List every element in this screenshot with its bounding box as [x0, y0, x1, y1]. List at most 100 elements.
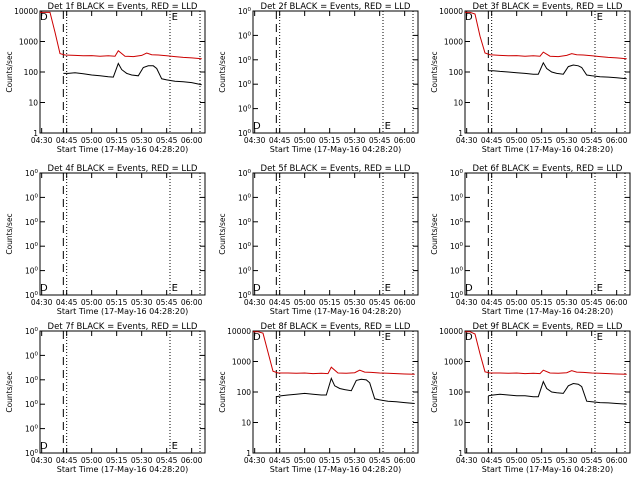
- segment-label-d: D: [40, 283, 48, 294]
- x-axis-label: Start Time (17-May-16 04:28:20): [270, 307, 401, 316]
- segment-label-e: E: [597, 283, 603, 294]
- y-tick-label: 100: [25, 267, 39, 276]
- y-tick-label: 100: [237, 388, 252, 397]
- x-tick-label: 05:30: [344, 456, 366, 465]
- y-tick-label: 100: [450, 242, 464, 251]
- y-tick-label: 100: [25, 291, 39, 300]
- x-axis-label: Start Time (17-May-16 04:28:20): [482, 307, 613, 316]
- x-tick-label: 05:30: [131, 136, 153, 145]
- x-tick-label: 06:00: [181, 298, 203, 307]
- x-tick-label: 05:00: [294, 298, 316, 307]
- x-axis-label: Start Time (17-May-16 04:28:20): [270, 465, 401, 474]
- x-tick-label: 05:00: [294, 456, 316, 465]
- x-tick-label: 05:45: [369, 456, 391, 465]
- x-tick-label: 05:45: [581, 456, 603, 465]
- y-tick-label: 10000: [227, 327, 251, 336]
- y-tick-label: 10: [241, 419, 251, 428]
- x-tick-label: 05:30: [556, 298, 578, 307]
- x-axis-label: Start Time (17-May-16 04:28:20): [57, 465, 188, 474]
- x-tick-label: 05:45: [156, 298, 178, 307]
- x-tick-label: 05:15: [319, 298, 341, 307]
- x-tick-label: 05:00: [506, 298, 528, 307]
- x-tick-label: 05:00: [294, 136, 316, 145]
- panel-det-1: Det 1f BLACK = Events, RED = LLD 1 10 100 10…: [5, 2, 206, 154]
- x-tick-label: 04:45: [269, 298, 291, 307]
- plot-frame: [252, 172, 419, 296]
- x-tick-label: 05:30: [131, 298, 153, 307]
- y-tick-label: 100: [238, 169, 252, 178]
- y-tick-label: 100: [25, 169, 39, 178]
- y-tick-label: 100: [238, 193, 252, 202]
- y-tick-label: 10: [28, 99, 38, 108]
- series-events-line: [488, 380, 627, 405]
- y-tick-label: 1: [246, 449, 251, 458]
- x-axis-label: Start Time (17-May-16 04:28:20): [270, 145, 401, 154]
- y-tick-label: 100: [450, 218, 464, 227]
- x-tick-label: 04:30: [244, 136, 266, 145]
- y-axis-label: Counts/sec: [5, 371, 14, 412]
- x-tick-label: 04:30: [456, 136, 478, 145]
- x-tick-label: 04:45: [56, 456, 78, 465]
- y-tick-label: 100: [238, 291, 252, 300]
- plot-frame: [464, 330, 631, 454]
- segment-label-d: D: [253, 332, 261, 343]
- y-tick-label: 1000: [19, 38, 38, 47]
- segment-label-d: D: [40, 441, 48, 452]
- panel-det-3: Det 3f BLACK = Events, RED = LLD 1 10 100 10…: [430, 2, 631, 154]
- x-tick-label: 04:30: [456, 456, 478, 465]
- x-tick-label: 05:00: [81, 456, 103, 465]
- x-tick-label: 05:45: [369, 298, 391, 307]
- y-tick-label: 10000: [14, 7, 38, 16]
- x-tick-label: 04:45: [481, 456, 503, 465]
- series-lld-line: [465, 331, 627, 375]
- x-tick-label: 06:00: [394, 136, 416, 145]
- x-tick-label: 05:15: [106, 298, 128, 307]
- segment-label-d: D: [40, 12, 48, 23]
- x-tick-label: 05:15: [531, 456, 553, 465]
- y-tick-label: 10000: [439, 327, 463, 336]
- x-tick-label: 04:45: [269, 136, 291, 145]
- segment-label-e: E: [385, 121, 391, 132]
- y-tick-label: 100: [25, 242, 39, 251]
- x-tick-label: 05:15: [106, 456, 128, 465]
- y-tick-label: 100: [450, 193, 464, 202]
- y-tick-label: 1000: [444, 358, 463, 367]
- y-axis-label: Counts/sec: [218, 51, 227, 92]
- y-tick-label: 100: [25, 400, 39, 409]
- x-tick-label: 05:45: [156, 456, 178, 465]
- segment-label-e: E: [597, 332, 603, 343]
- y-tick-label: 100: [25, 376, 39, 385]
- panel-title: Det 4f BLACK = Events, RED = LLD: [48, 164, 198, 174]
- y-tick-label: 100: [25, 425, 39, 434]
- panel-det-6: Det 6f BLACK = Events, RED = LLD 100 100 10…: [430, 164, 631, 316]
- x-tick-label: 06:00: [606, 136, 628, 145]
- segment-label-d: D: [253, 283, 261, 294]
- y-tick-label: 1: [33, 129, 38, 138]
- y-axis-label: Counts/sec: [218, 371, 227, 412]
- x-tick-label: 04:30: [31, 298, 53, 307]
- y-tick-label: 1: [458, 449, 463, 458]
- x-tick-label: 04:45: [481, 136, 503, 145]
- y-tick-label: 100: [238, 105, 252, 114]
- x-tick-label: 05:30: [556, 456, 578, 465]
- y-tick-label: 10000: [439, 7, 463, 16]
- y-tick-label: 100: [238, 218, 252, 227]
- x-tick-label: 05:15: [531, 298, 553, 307]
- x-tick-label: 05:15: [106, 136, 128, 145]
- y-tick-label: 1000: [444, 38, 463, 47]
- y-tick-label: 100: [238, 242, 252, 251]
- plot-frame: [39, 330, 206, 454]
- y-tick-label: 100: [25, 327, 39, 336]
- y-tick-label: 100: [450, 291, 464, 300]
- y-tick-label: 100: [25, 218, 39, 227]
- plot-frame: [39, 172, 206, 296]
- y-tick-label: 10: [453, 99, 463, 108]
- y-tick-label: 100: [24, 68, 39, 77]
- y-tick-label: 100: [238, 31, 252, 40]
- panel-det-2: Det 2f BLACK = Events, RED = LLD 100 100 10…: [218, 2, 419, 154]
- x-tick-label: 05:00: [506, 136, 528, 145]
- panel-title: Det 9f BLACK = Events, RED = LLD: [473, 322, 623, 332]
- x-tick-label: 05:45: [581, 136, 603, 145]
- segment-label-e: E: [172, 283, 178, 294]
